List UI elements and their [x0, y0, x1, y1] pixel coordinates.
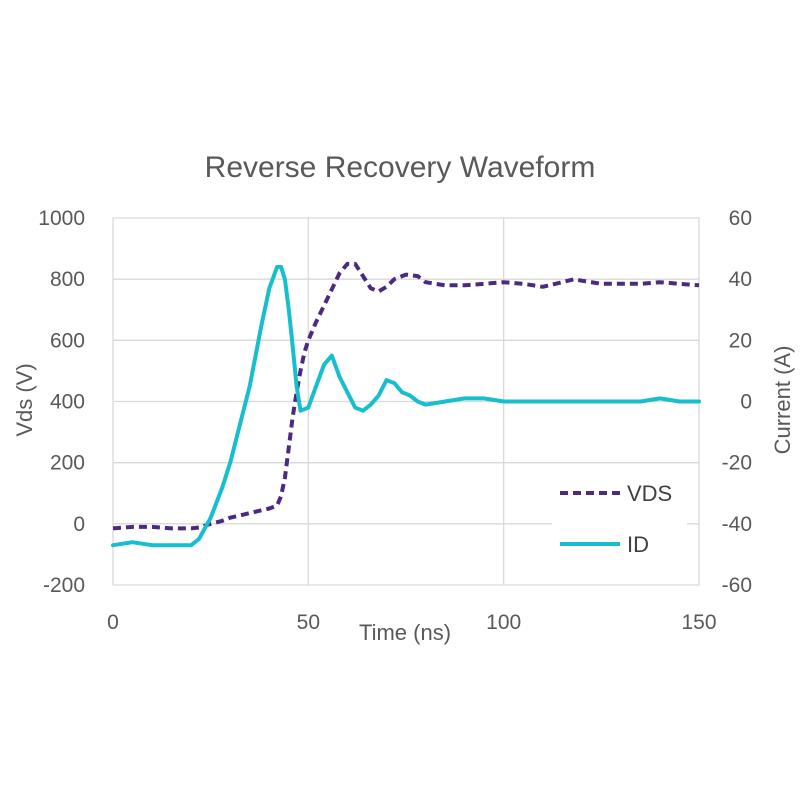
series-line-vds: [112, 261, 700, 531]
y-tick-label: 600: [50, 329, 85, 352]
x-tick-label: 0: [107, 611, 119, 634]
y-axis-label: Vds (V): [12, 363, 37, 436]
series-group: [111, 261, 701, 548]
y2-tick-label: 40: [729, 268, 752, 291]
chart-title: Reverse Recovery Waveform: [205, 151, 596, 184]
legend-label-id: ID: [627, 532, 649, 557]
series-line-id: [111, 264, 701, 548]
y2-axis-label: Current (A): [770, 346, 795, 455]
legend-background: [552, 470, 687, 565]
y-tick-label: 400: [50, 391, 85, 414]
y-tick-label: 200: [50, 452, 85, 475]
y-tick-label: 800: [50, 268, 85, 291]
y-tick-label: 0: [73, 513, 85, 536]
y2-tick-label: 20: [729, 329, 752, 352]
y2-tick-label: -40: [722, 513, 752, 536]
x-axis-label: Time (ns): [359, 620, 451, 645]
x-tick-label: 100: [486, 611, 521, 634]
y2-tick-label: 0: [740, 391, 752, 414]
legend: VDS ID: [552, 470, 687, 565]
y2-tick-label: -60: [722, 574, 752, 597]
legend-label-vds: VDS: [627, 481, 672, 506]
y-tick-label: 1000: [38, 207, 85, 230]
x-tick-label: 150: [681, 611, 716, 634]
y2-tick-label: 60: [729, 207, 752, 230]
x-tick-label: 50: [297, 611, 320, 634]
y2-tick-label: -20: [722, 452, 752, 475]
y-tick-label: -200: [43, 574, 85, 597]
